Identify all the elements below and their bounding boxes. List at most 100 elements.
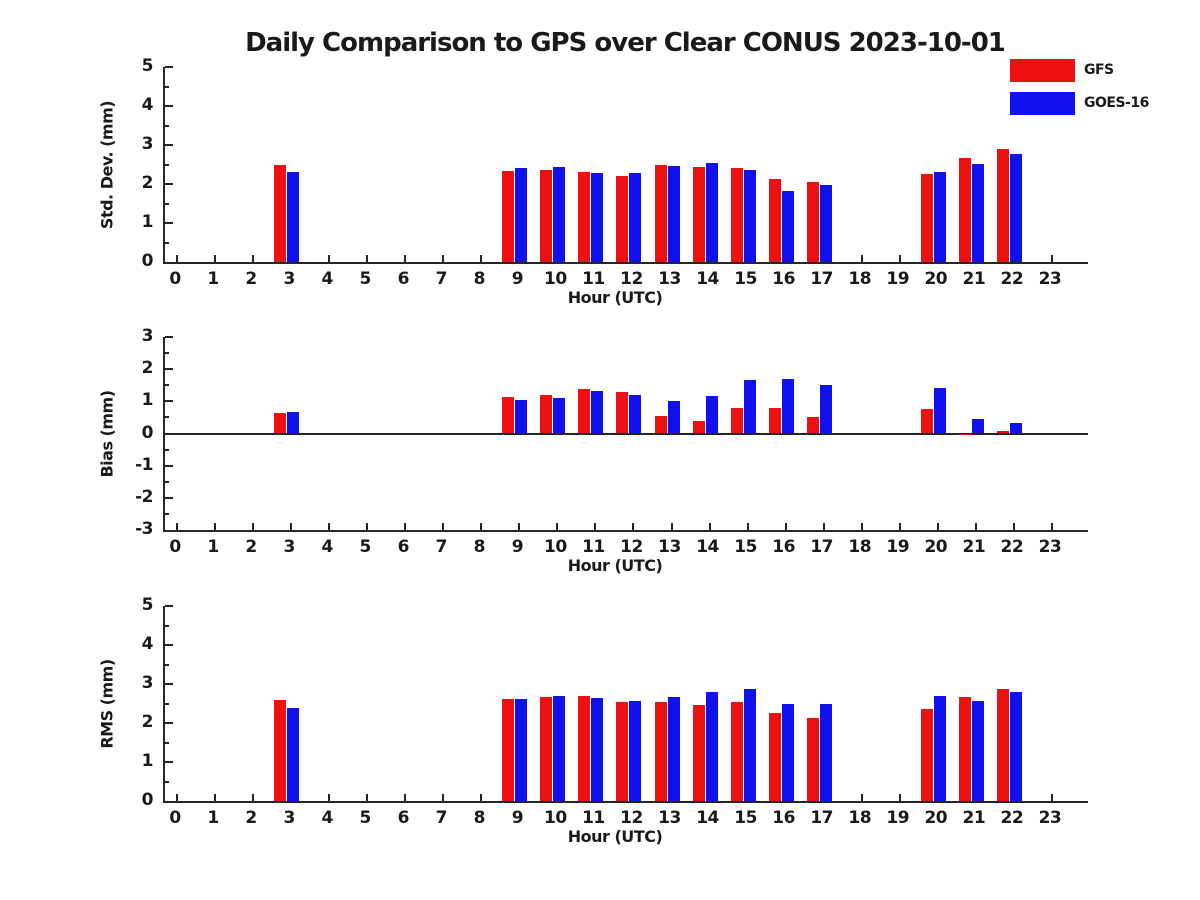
x-tick <box>518 794 521 801</box>
bar-goes16-hour-15 <box>743 689 756 801</box>
bar-gfs-hour-14 <box>692 167 705 262</box>
bar-gfs-hour-16 <box>768 179 781 262</box>
x-tick-label: 4 <box>321 537 333 557</box>
x-tick <box>290 794 293 801</box>
y-minor-tick <box>165 163 169 166</box>
x-tick-label: 16 <box>772 269 795 289</box>
zero-line <box>165 432 1088 435</box>
legend-swatch-goes16 <box>1010 91 1075 115</box>
x-tick <box>746 794 749 801</box>
legend-label-goes16: GOES-16 <box>1084 95 1149 111</box>
bar-gfs-hour-17 <box>806 718 819 801</box>
bar-goes16-hour-17 <box>819 384 832 434</box>
bar-gfs-hour-11 <box>578 389 591 434</box>
x-axis-label-rms: Hour (UTC) <box>567 827 663 846</box>
x-tick <box>974 523 977 530</box>
bar-gfs-hour-10 <box>540 394 553 434</box>
bar-goes16-hour-3 <box>287 708 300 801</box>
y-axis-label-std-dev: Std. Dev. (mm) <box>97 100 117 229</box>
x-tick <box>252 255 255 262</box>
x-tick-label: 11 <box>582 537 605 557</box>
bar-gfs-hour-12 <box>616 175 629 262</box>
plot-area-bias <box>163 336 1088 532</box>
bar-goes16-hour-14 <box>705 395 718 434</box>
x-tick-label: 10 <box>544 269 567 289</box>
x-tick-label: 21 <box>962 537 986 557</box>
legend-item-gfs: GFS <box>1010 58 1149 82</box>
bar-gfs-hour-9 <box>502 396 515 434</box>
x-tick-label: 3 <box>283 808 295 828</box>
x-tick-label: 20 <box>924 537 948 557</box>
x-tick <box>1050 794 1053 801</box>
plot-area-rms <box>163 605 1088 803</box>
plot-area-std-dev <box>163 66 1088 264</box>
x-tick-label: 19 <box>886 537 910 557</box>
x-tick-label: 6 <box>397 269 410 289</box>
y-minor-tick <box>165 85 169 88</box>
bar-gfs-hour-13 <box>654 164 667 262</box>
y-tick-label: 2 <box>141 712 154 732</box>
x-tick <box>176 794 178 801</box>
x-tick <box>556 523 559 530</box>
x-tick <box>974 255 977 262</box>
x-tick <box>404 523 407 530</box>
x-tick-label: 23 <box>1038 537 1062 557</box>
x-tick-label: 10 <box>544 808 567 828</box>
bar-gfs-hour-15 <box>730 702 743 801</box>
x-tick-label: 0 <box>169 269 181 289</box>
x-tick-label: 1 <box>207 537 219 557</box>
x-tick-label: 5 <box>359 808 372 828</box>
bar-gfs-hour-13 <box>654 415 667 434</box>
y-minor-tick <box>165 241 169 244</box>
y-minor-tick <box>165 663 169 666</box>
x-tick-label: 3 <box>283 269 295 289</box>
y-tick-label: -2 <box>135 486 153 507</box>
x-tick <box>708 255 711 262</box>
x-tick <box>214 255 217 262</box>
x-tick-label: 9 <box>511 537 524 557</box>
bar-gfs-hour-9 <box>502 170 515 262</box>
x-tick-label: 15 <box>734 808 757 828</box>
x-tick-label: 11 <box>582 808 605 828</box>
bar-goes16-hour-22 <box>1009 692 1022 801</box>
bar-gfs-hour-13 <box>654 701 667 801</box>
bar-goes16-hour-12 <box>629 173 642 262</box>
x-tick <box>670 255 673 262</box>
x-tick-label: 16 <box>772 808 795 828</box>
y-tick-label: 2 <box>141 358 154 379</box>
x-tick <box>214 794 217 801</box>
y-tick <box>165 432 173 435</box>
x-tick-label: 1 <box>207 808 219 828</box>
y-tick <box>165 644 173 646</box>
x-tick-label: 22 <box>1000 808 1024 828</box>
bar-goes16-hour-10 <box>553 397 566 434</box>
bar-goes16-hour-16 <box>781 378 794 434</box>
x-tick <box>328 255 331 262</box>
y-tick <box>165 105 173 107</box>
bar-goes16-hour-20 <box>933 696 946 801</box>
x-tick <box>898 255 901 262</box>
x-tick <box>290 255 293 262</box>
x-tick <box>936 523 939 530</box>
y-tick-label: 5 <box>141 595 154 615</box>
x-tick-label: 7 <box>435 269 448 289</box>
x-tick <box>936 794 939 801</box>
legend: GFS GOES-16 <box>1010 58 1149 124</box>
x-tick <box>1012 523 1015 530</box>
x-tick-label: 7 <box>435 808 448 828</box>
bar-gfs-hour-9 <box>502 699 515 801</box>
bar-gfs-hour-21 <box>958 697 971 801</box>
y-tick-label: 0 <box>141 251 154 271</box>
x-tick <box>442 794 445 801</box>
y-tick <box>165 368 173 371</box>
x-tick <box>328 523 331 530</box>
x-tick <box>860 255 863 262</box>
x-tick-label: 17 <box>810 537 833 557</box>
x-tick-label: 12 <box>620 269 643 289</box>
bar-goes16-hour-11 <box>591 697 604 801</box>
x-tick-label: 19 <box>886 269 910 289</box>
